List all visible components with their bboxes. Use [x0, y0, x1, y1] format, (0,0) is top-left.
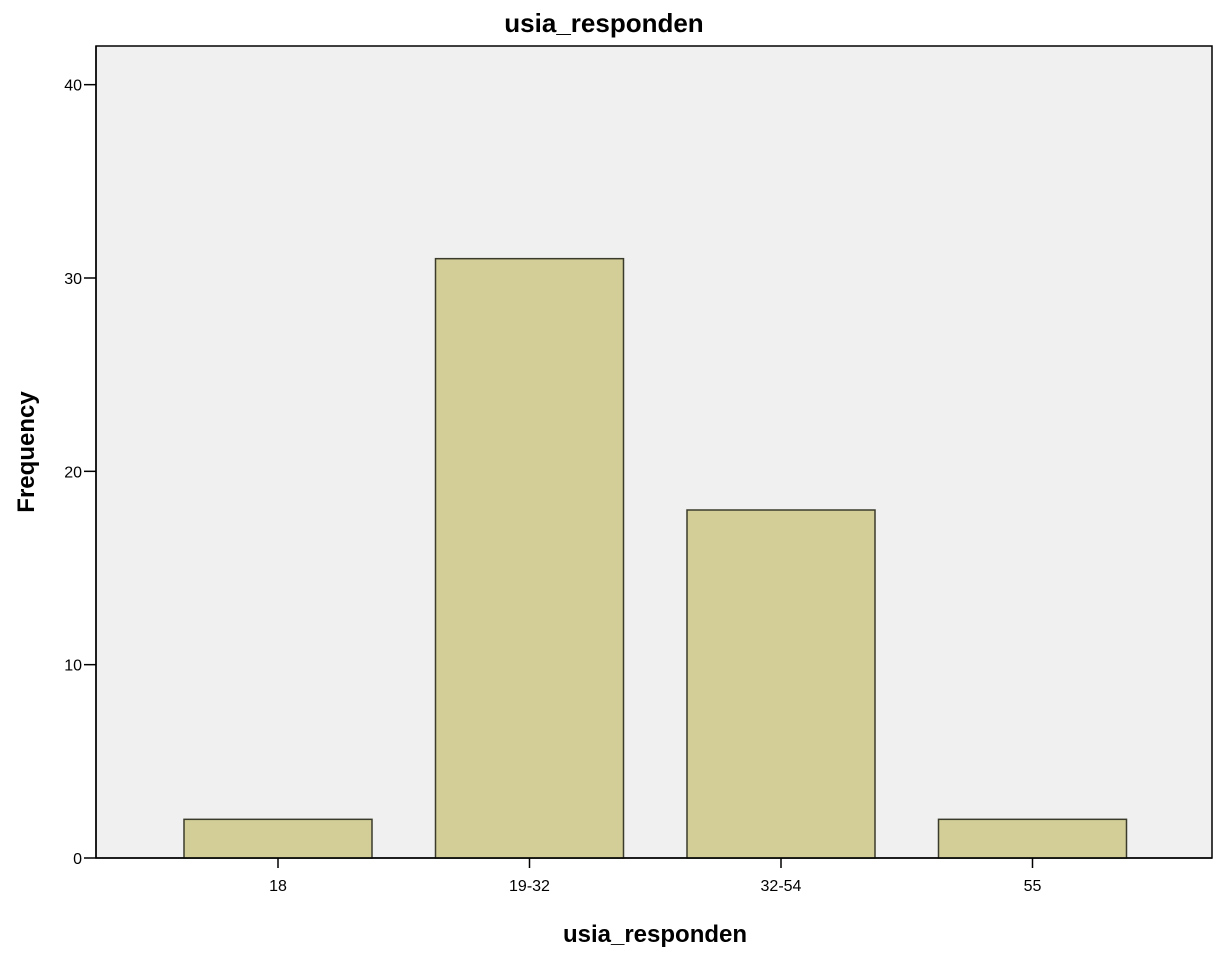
y-tick-label: 40 — [64, 78, 82, 95]
x-tick-label: 32-54 — [761, 878, 802, 895]
y-tick-label: 20 — [64, 464, 82, 481]
plot-area — [95, 45, 1213, 859]
y-axis-ticks: 0 10 20 30 40 — [64, 78, 96, 868]
chart-title: usia_responden — [504, 8, 703, 38]
bar-32-54 — [686, 509, 876, 859]
x-tick-label: 55 — [1024, 878, 1042, 895]
bar-18 — [183, 818, 373, 859]
y-tick-label: 0 — [73, 851, 82, 868]
y-axis-title: Frequency — [13, 391, 40, 513]
x-tick-label: 18 — [269, 878, 287, 895]
y-tick-label: 30 — [64, 271, 82, 288]
x-axis-ticks: 18 19-32 32-54 55 — [269, 858, 1042, 895]
y-tick-label: 10 — [64, 658, 82, 675]
x-axis-title: usia_responden — [563, 921, 747, 948]
bar-55 — [937, 818, 1128, 859]
bars-group — [183, 257, 1128, 859]
x-tick-label: 19-32 — [509, 878, 550, 895]
bar-19-32 — [434, 257, 625, 859]
